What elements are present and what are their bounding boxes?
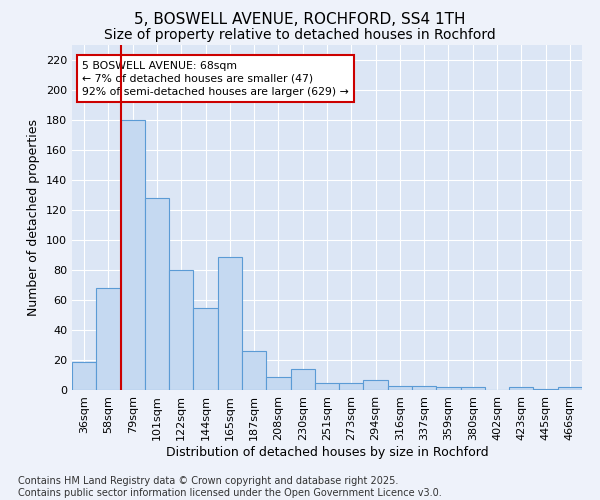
- Bar: [145, 198, 169, 390]
- Bar: [339, 382, 364, 390]
- Bar: [436, 387, 461, 390]
- Bar: [266, 376, 290, 390]
- Bar: [169, 270, 193, 390]
- Text: 5 BOSWELL AVENUE: 68sqm
← 7% of detached houses are smaller (47)
92% of semi-det: 5 BOSWELL AVENUE: 68sqm ← 7% of detached…: [82, 60, 349, 97]
- Bar: [461, 387, 485, 390]
- Y-axis label: Number of detached properties: Number of detached properties: [28, 119, 40, 316]
- Bar: [218, 256, 242, 390]
- Bar: [388, 386, 412, 390]
- Bar: [290, 369, 315, 390]
- Bar: [364, 380, 388, 390]
- Bar: [558, 387, 582, 390]
- Text: Contains HM Land Registry data © Crown copyright and database right 2025.
Contai: Contains HM Land Registry data © Crown c…: [18, 476, 442, 498]
- Bar: [193, 308, 218, 390]
- Bar: [315, 382, 339, 390]
- Bar: [509, 387, 533, 390]
- Text: Size of property relative to detached houses in Rochford: Size of property relative to detached ho…: [104, 28, 496, 42]
- X-axis label: Distribution of detached houses by size in Rochford: Distribution of detached houses by size …: [166, 446, 488, 458]
- Bar: [121, 120, 145, 390]
- Bar: [72, 362, 96, 390]
- Text: 5, BOSWELL AVENUE, ROCHFORD, SS4 1TH: 5, BOSWELL AVENUE, ROCHFORD, SS4 1TH: [134, 12, 466, 28]
- Bar: [412, 386, 436, 390]
- Bar: [533, 388, 558, 390]
- Bar: [96, 288, 121, 390]
- Bar: [242, 351, 266, 390]
